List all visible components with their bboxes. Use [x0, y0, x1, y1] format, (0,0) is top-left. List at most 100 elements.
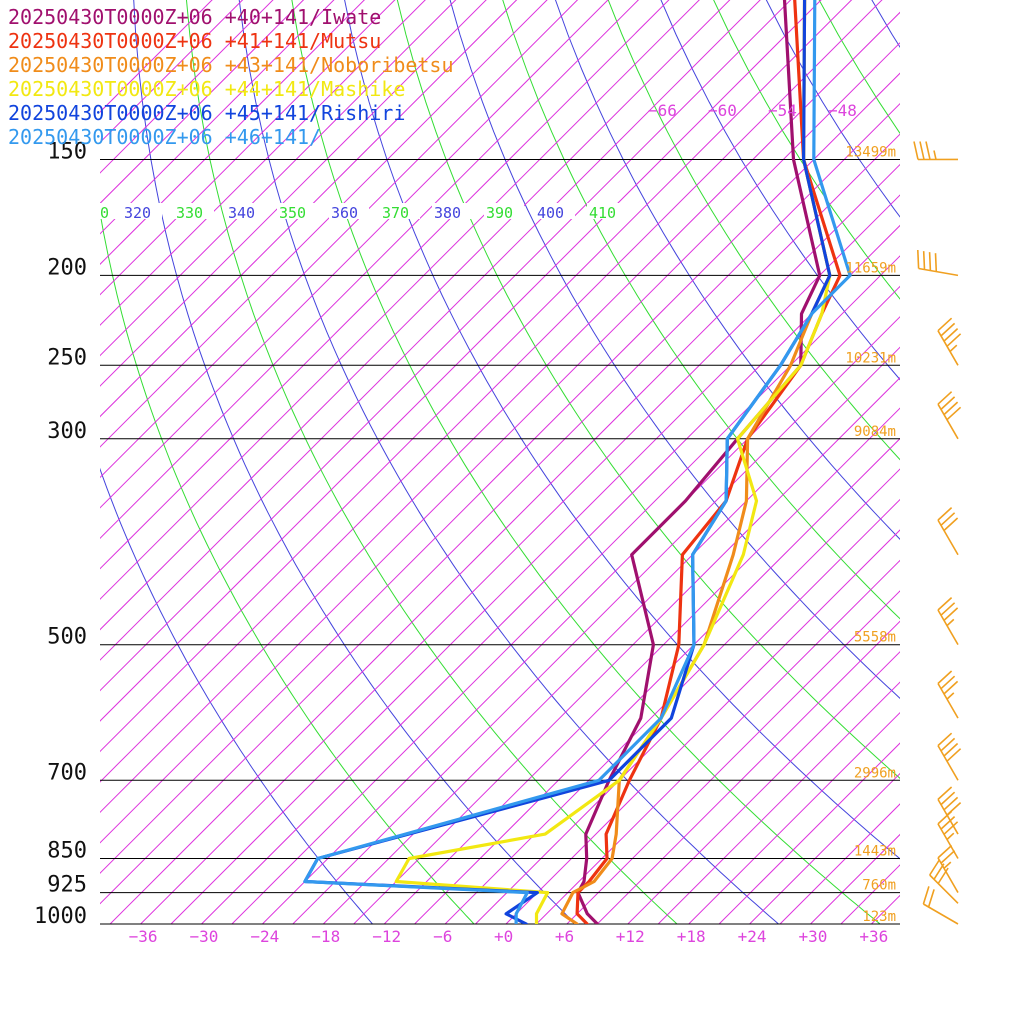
isotherm-line	[100, 0, 853, 753]
theta-label: 390	[486, 204, 513, 222]
isotherm-line	[100, 0, 396, 296]
isotherm-line	[100, 42, 900, 844]
wind-barb-flag	[943, 742, 959, 757]
theta-line	[821, 0, 1024, 944]
theta-label-bg	[226, 203, 266, 219]
wind-barb-flag	[946, 333, 962, 347]
wind-barb-flag	[940, 512, 956, 526]
upper-isotherm-label: −66	[648, 101, 677, 120]
isotherm-line	[100, 102, 900, 905]
wind-barbs	[913, 141, 962, 925]
wind-barb	[922, 886, 959, 925]
pressure-tick-label: 925	[47, 873, 87, 898]
isotherm-line	[170, 194, 900, 924]
legend-entry: 20250430T0000Z+06 +45+141/Rishiri	[8, 101, 405, 125]
wind-barb-staff	[937, 799, 959, 835]
wind-barb-flag	[913, 141, 919, 160]
wind-barb-flag	[934, 253, 938, 272]
theta-line	[185, 0, 678, 924]
wind-barb-flag	[946, 406, 962, 421]
isotherm-line	[100, 0, 792, 692]
series-line	[576, 0, 822, 924]
upper-isotherm-label: −60	[708, 101, 737, 120]
isotherm-line	[596, 620, 900, 924]
theta-label-bg	[277, 203, 317, 219]
temperature-tick-label: −12	[372, 927, 401, 946]
wind-barb-flag	[946, 802, 962, 816]
series-line	[394, 0, 832, 924]
isotherm-line	[687, 711, 900, 924]
isotherm-line	[627, 651, 900, 924]
isotherm-line	[566, 590, 900, 924]
wind-barb-flag	[925, 141, 931, 160]
isotherm-line	[100, 0, 518, 418]
theta-label: 340	[228, 204, 255, 222]
theta-line	[607, 0, 900, 461]
isotherm-line	[100, 0, 548, 448]
wind-barb-flag	[940, 322, 956, 337]
wind-barb	[937, 786, 962, 835]
isobars	[100, 159, 900, 925]
wind-barb-flag	[943, 607, 959, 621]
theta-line	[818, 0, 900, 135]
wind-barb-half-flag	[933, 150, 937, 160]
theta-label-bg	[587, 203, 627, 219]
isotherm-line	[100, 72, 900, 874]
theta-label: 370	[382, 204, 409, 222]
pressure-tick-label: 100	[47, 0, 87, 1]
wind-barb	[937, 732, 962, 781]
isotherm-line	[955, 0, 1024, 962]
height-label: 9084m	[854, 424, 896, 440]
theta-label-bg	[122, 203, 162, 219]
theta-label-bg	[484, 203, 524, 219]
temperature-tick-label: −24	[250, 927, 279, 946]
isotherm-line	[292, 316, 900, 924]
wind-barb-staff	[937, 745, 959, 781]
wind-barb-flag	[937, 507, 953, 521]
pressure-tick-label: 1000	[34, 904, 87, 929]
wind-barb-flag	[940, 675, 956, 690]
isotherm-line	[100, 0, 670, 570]
isotherm-line	[474, 498, 900, 924]
wind-barb-half-flag	[946, 692, 955, 700]
wind-barb	[929, 859, 959, 904]
height-label: 10231m	[845, 350, 896, 366]
isotherm-line	[231, 255, 900, 924]
wind-barb	[937, 391, 962, 440]
wind-barb-flag	[940, 850, 956, 864]
theta-label-bg	[535, 203, 575, 219]
theta-label-bg	[380, 203, 420, 219]
pressure-tick-label: 250	[47, 345, 87, 370]
theta-label: 360	[331, 204, 358, 222]
temperature-tick-label: +0	[494, 927, 513, 946]
wind-barb-staff	[937, 683, 959, 719]
temperature-tick-label: −36	[129, 927, 158, 946]
pressure-tick-label: 700	[47, 760, 87, 785]
isotherm-line	[100, 0, 457, 357]
wind-barb-flag	[940, 396, 956, 410]
wind-barb-half-flag	[946, 618, 955, 627]
wind-barb-flag	[943, 796, 959, 811]
wind-barb-flag	[928, 252, 932, 271]
legend-entry: 20250430T0000Z+06 +44+141/Mashike	[8, 77, 405, 101]
wind-barb	[937, 317, 962, 366]
height-label: 5558m	[854, 630, 896, 646]
series-line	[303, 0, 852, 924]
temperature-tick-label: +12	[616, 927, 645, 946]
theta-line	[291, 0, 881, 924]
temperature-tick-label: +18	[677, 927, 706, 946]
temperature-tick-label: −18	[311, 927, 340, 946]
pressure-tick-label: 150	[47, 139, 87, 164]
wind-barb	[937, 844, 959, 893]
wind-barb-flag	[937, 317, 953, 332]
temperature-tick-label: +36	[859, 927, 888, 946]
pressure-tick-label: 300	[47, 419, 87, 444]
background-grid	[100, 0, 1024, 962]
wind-barb-flag	[940, 737, 956, 752]
temperature-tick-label: −30	[190, 927, 219, 946]
theta-label: 400	[537, 204, 564, 222]
wind-barb-half-flag	[943, 861, 952, 869]
isotherm-line	[505, 529, 900, 924]
wind-barb-flag	[943, 821, 959, 835]
